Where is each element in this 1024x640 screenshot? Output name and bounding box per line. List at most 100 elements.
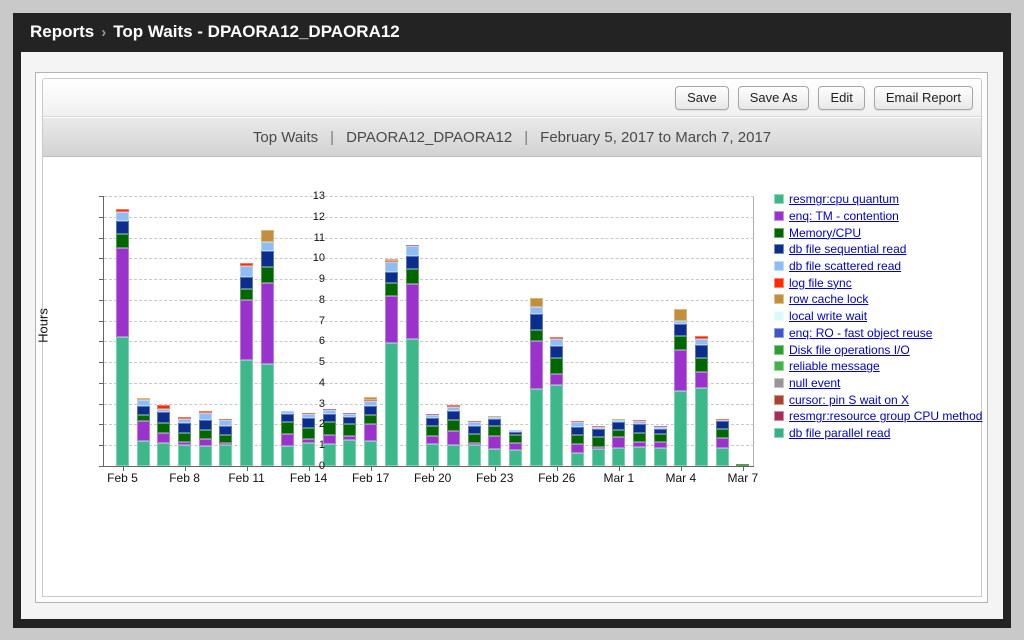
bar-segment[interactable]	[281, 433, 295, 447]
bar-segment[interactable]	[695, 388, 709, 466]
save-as-button[interactable]: Save As	[737, 85, 810, 110]
bar-segment[interactable]	[674, 349, 688, 392]
bar-segment[interactable]	[260, 230, 274, 242]
bar-segment[interactable]	[116, 247, 129, 338]
bar-segment[interactable]	[612, 436, 626, 449]
bar-segment[interactable]	[364, 400, 378, 406]
bar-segment[interactable]	[260, 364, 274, 466]
chart-bar[interactable]	[281, 196, 295, 466]
bar-segment[interactable]	[219, 425, 233, 435]
bar-segment[interactable]	[736, 463, 750, 466]
bar-segment[interactable]	[384, 258, 398, 261]
bar-segment[interactable]	[322, 409, 336, 415]
bar-segment[interactable]	[157, 404, 171, 409]
bar-segment[interactable]	[302, 414, 316, 419]
email-report-button[interactable]: Email Report	[873, 85, 973, 110]
save-button[interactable]: Save	[675, 85, 729, 110]
bar-segment[interactable]	[633, 447, 646, 466]
bar-segment[interactable]	[116, 211, 129, 221]
bar-segment[interactable]	[281, 422, 295, 434]
bar-segment[interactable]	[343, 435, 357, 441]
bar-segment[interactable]	[260, 241, 274, 252]
bar-segment[interactable]	[570, 421, 584, 423]
legend-item[interactable]: resmgr:resource group CPU method	[774, 408, 982, 425]
bar-segment[interactable]	[508, 429, 522, 432]
bar-segment[interactable]	[116, 209, 129, 212]
bar-segment[interactable]	[550, 345, 564, 358]
bar-segment[interactable]	[281, 410, 295, 415]
bar-segment[interactable]	[178, 445, 192, 466]
bar-segment[interactable]	[488, 419, 502, 426]
bar-segment[interactable]	[116, 220, 129, 235]
bar-segment[interactable]	[488, 415, 502, 418]
bar-segment[interactable]	[695, 358, 709, 372]
chart-bar[interactable]	[674, 196, 688, 466]
bar-segment[interactable]	[157, 443, 171, 466]
bar-segment[interactable]	[426, 418, 440, 426]
bar-segment[interactable]	[715, 420, 729, 422]
bar-segment[interactable]	[653, 428, 667, 434]
legend-label[interactable]: Disk file operations I/O	[789, 342, 910, 357]
bar-segment[interactable]	[446, 430, 460, 446]
bar-segment[interactable]	[633, 424, 646, 433]
legend-item[interactable]: db file sequential read	[774, 241, 979, 258]
bar-segment[interactable]	[302, 427, 316, 439]
legend-label[interactable]: null event	[789, 375, 841, 390]
bar-segment[interactable]	[384, 343, 398, 466]
bar-segment[interactable]	[653, 433, 667, 443]
legend-label[interactable]: local write wait	[789, 309, 868, 324]
bar-segment[interactable]	[302, 413, 316, 415]
bar-segment[interactable]	[116, 337, 129, 466]
bar-segment[interactable]	[426, 444, 440, 466]
bar-segment[interactable]	[612, 420, 626, 423]
bar-segment[interactable]	[633, 421, 646, 425]
bar-segment[interactable]	[695, 371, 709, 389]
bar-segment[interactable]	[633, 432, 646, 443]
bar-segment[interactable]	[116, 234, 129, 248]
bar-segment[interactable]	[467, 425, 481, 434]
legend-item[interactable]: null event	[774, 375, 979, 392]
bar-segment[interactable]	[715, 418, 729, 421]
legend-item[interactable]: reliable message	[774, 358, 979, 375]
bar-segment[interactable]	[384, 262, 398, 272]
chart-bar[interactable]	[240, 196, 254, 466]
legend-label[interactable]: reliable message	[789, 359, 880, 374]
legend-label[interactable]: enq: RO - fast object reuse	[789, 325, 933, 340]
bar-segment[interactable]	[178, 432, 192, 443]
bar-segment[interactable]	[488, 449, 502, 466]
bar-segment[interactable]	[136, 421, 150, 442]
bar-segment[interactable]	[426, 414, 440, 416]
chart-bar[interactable]	[343, 196, 357, 466]
bar-segment[interactable]	[612, 422, 626, 430]
bar-segment[interactable]	[446, 405, 460, 407]
bar-segment[interactable]	[178, 442, 192, 446]
bar-segment[interactable]	[591, 449, 605, 466]
bar-segment[interactable]	[446, 420, 460, 431]
bar-segment[interactable]	[240, 265, 254, 277]
bar-segment[interactable]	[467, 433, 481, 444]
bar-segment[interactable]	[529, 341, 543, 390]
bar-segment[interactable]	[570, 444, 584, 453]
bar-segment[interactable]	[136, 397, 150, 400]
bar-segment[interactable]	[674, 391, 688, 466]
bar-segment[interactable]	[550, 373, 564, 385]
bar-segment[interactable]	[695, 344, 709, 358]
chart-bar[interactable]	[302, 196, 316, 466]
bar-segment[interactable]	[405, 339, 419, 466]
legend-label[interactable]: cursor: pin S wait on X	[789, 392, 910, 407]
bar-segment[interactable]	[529, 297, 543, 308]
bar-segment[interactable]	[157, 408, 171, 412]
chart-bar[interactable]	[736, 196, 750, 466]
bar-segment[interactable]	[260, 283, 274, 365]
bar-segment[interactable]	[178, 417, 192, 420]
bar-segment[interactable]	[198, 413, 212, 421]
legend-item[interactable]: Disk file operations I/O	[774, 341, 979, 358]
chart-bar[interactable]	[157, 196, 171, 466]
legend-label[interactable]: row cache lock	[789, 292, 869, 307]
chart-bar[interactable]	[488, 196, 502, 466]
bar-segment[interactable]	[364, 399, 378, 401]
bar-segment[interactable]	[529, 314, 543, 330]
bar-segment[interactable]	[322, 444, 336, 466]
bar-segment[interactable]	[219, 434, 233, 444]
chart-bar[interactable]	[178, 196, 192, 466]
